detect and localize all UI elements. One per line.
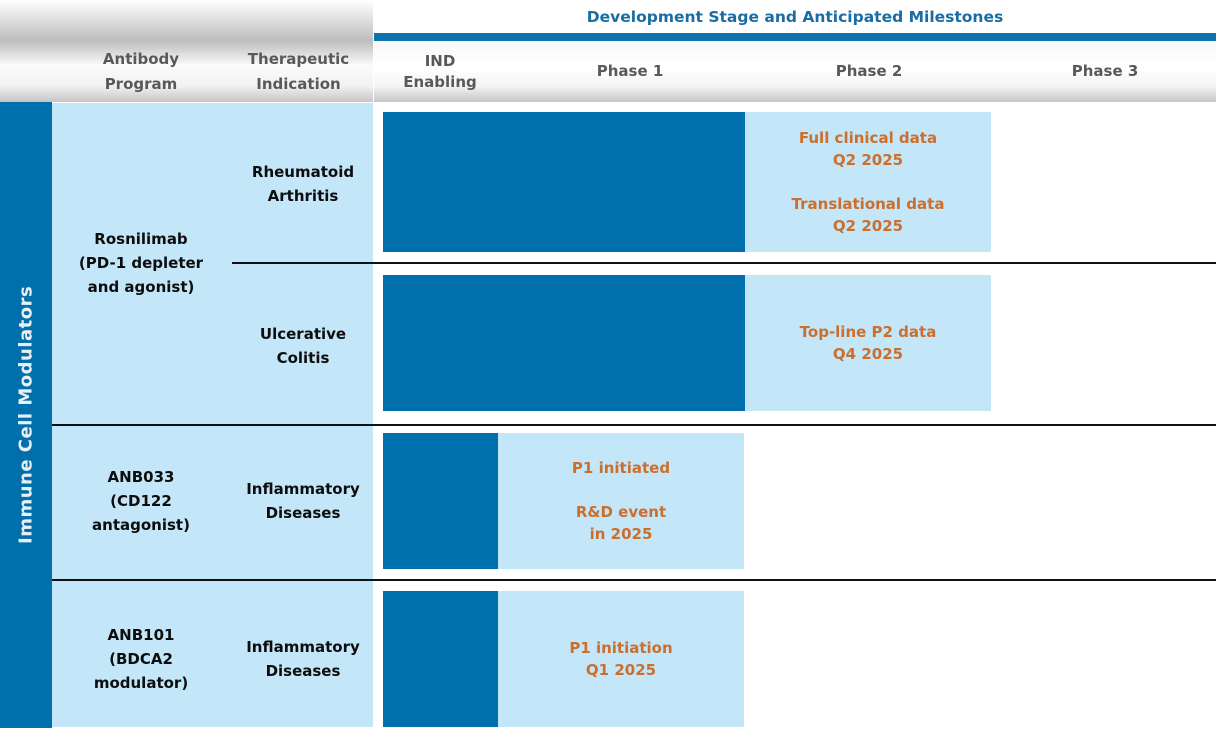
title-underline-rule	[374, 33, 1216, 41]
stage-header-phase-2: Phase 2	[835, 62, 903, 80]
bar-rosnilimab-ra-completed	[383, 112, 745, 252]
bar-rosnilimab-ra-milestones: Full clinical data Q2 2025 Translational…	[745, 112, 991, 252]
bar-anb101-completed	[383, 591, 498, 727]
program-label-rosnilimab: Rosnilimab (PD-1 depleter and agonist)	[78, 230, 204, 296]
indication-label-inflammatory-diseases-anb101: Inflammatory Diseases	[246, 638, 360, 680]
bar-rosnilimab-uc-milestones: Top-line P2 data Q4 2025	[745, 275, 991, 411]
program-column-background	[52, 103, 373, 727]
bar-anb033-milestones: P1 initiated R&D event in 2025	[498, 433, 744, 569]
indication-label-ulcerative-colitis: Ulcerative Colitis	[259, 325, 347, 367]
program-header-band: Antibody Program Therapeutic Indication	[0, 0, 373, 102]
bar-anb101-milestones: P1 initiation Q1 2025	[498, 591, 744, 727]
bar-anb033-completed	[383, 433, 498, 569]
bar-rosnilimab-uc-completed	[383, 275, 745, 411]
separator-anb033-anb101	[52, 579, 1216, 581]
chart-title: Development Stage and Anticipated Milest…	[586, 8, 1004, 26]
group-sidebar: Immune Cell Modulators	[0, 102, 52, 728]
antibody-program-column-header: Antibody Program	[102, 50, 180, 93]
program-label-anb101: ANB101 (BDCA2 modulator)	[93, 626, 189, 692]
divider-ra-uc	[232, 262, 1216, 264]
stage-header-ind-enabling: IND Enabling	[403, 51, 477, 91]
separator-rosnilimab-anb033	[52, 424, 1216, 426]
therapeutic-indication-column-header: Therapeutic Indication	[247, 50, 350, 93]
indication-label-rheumatoid-arthritis: Rheumatoid Arthritis	[251, 163, 355, 205]
stage-header-phase-1: Phase 1	[596, 62, 664, 80]
stage-header-band: IND Enabling Phase 1 Phase 2 Phase 3	[374, 41, 1216, 102]
stage-header-phase-3: Phase 3	[1071, 62, 1139, 80]
program-label-anb033: ANB033 (CD122 antagonist)	[92, 468, 190, 534]
indication-label-inflammatory-diseases-anb033: Inflammatory Diseases	[246, 480, 360, 522]
